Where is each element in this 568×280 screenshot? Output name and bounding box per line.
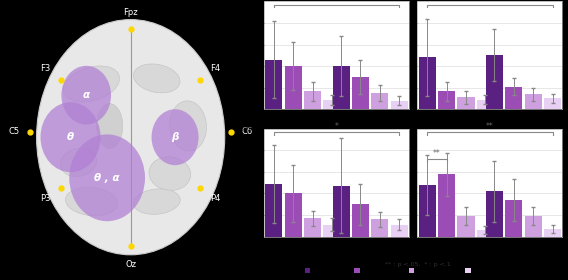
Bar: [457, 216, 474, 237]
Bar: [438, 91, 455, 109]
Bar: [506, 87, 523, 109]
Bar: [332, 186, 349, 237]
Bar: [544, 98, 561, 109]
Text: P4: P4: [210, 194, 221, 203]
Text: F4: F4: [211, 64, 220, 73]
Bar: [477, 230, 494, 237]
Text: *: *: [335, 122, 339, 131]
Ellipse shape: [61, 66, 111, 125]
X-axis label: C5: C5: [329, 122, 344, 132]
Bar: [419, 185, 436, 237]
Bar: [352, 204, 369, 237]
X-axis label: C6: C6: [483, 122, 497, 132]
Bar: [304, 91, 321, 109]
Bar: [525, 216, 542, 237]
Text: **: **: [433, 149, 441, 158]
Text: θ: θ: [67, 132, 74, 142]
Ellipse shape: [60, 148, 97, 177]
Text: *: *: [488, 0, 492, 4]
Bar: [525, 94, 542, 109]
Bar: [486, 191, 503, 237]
Bar: [285, 66, 302, 109]
Bar: [324, 225, 341, 237]
Text: θ , α: θ , α: [94, 173, 120, 183]
Ellipse shape: [40, 102, 101, 172]
Ellipse shape: [133, 189, 180, 214]
Bar: [391, 101, 408, 109]
Ellipse shape: [149, 157, 191, 190]
Bar: [304, 218, 321, 237]
Ellipse shape: [69, 134, 145, 221]
Ellipse shape: [97, 104, 123, 148]
Text: ** : p <.05,  * : p <.1: ** : p <.05, * : p <.1: [385, 262, 450, 267]
Bar: [265, 60, 282, 109]
X-axis label: P3: P3: [483, 250, 497, 260]
Ellipse shape: [64, 66, 119, 102]
Bar: [477, 100, 494, 109]
Bar: [506, 200, 523, 237]
Text: α: α: [83, 90, 90, 100]
Bar: [352, 77, 369, 109]
Bar: [544, 229, 561, 237]
Legend: theta (4-8Hz), alpha (8-12Hz), beta  (12-30Hz), gamma1 (30-40Hz): theta (4-8Hz), alpha (8-12Hz), beta (12-…: [302, 266, 533, 276]
Bar: [265, 184, 282, 237]
Bar: [285, 193, 302, 237]
Ellipse shape: [36, 20, 225, 255]
Ellipse shape: [152, 109, 199, 165]
Text: β: β: [172, 132, 179, 142]
Bar: [371, 219, 389, 237]
Bar: [419, 57, 436, 109]
Bar: [371, 93, 389, 109]
Bar: [457, 97, 474, 109]
Text: **: **: [333, 0, 340, 4]
Text: **: **: [486, 122, 494, 131]
Ellipse shape: [170, 101, 206, 151]
Text: F3: F3: [40, 64, 51, 73]
Bar: [332, 66, 349, 109]
Text: Fpz: Fpz: [123, 8, 138, 17]
Text: C5: C5: [9, 127, 20, 136]
Ellipse shape: [65, 187, 118, 216]
Text: P3: P3: [40, 194, 51, 203]
Text: Oz: Oz: [125, 260, 136, 269]
Bar: [324, 100, 341, 109]
X-axis label: F3: F3: [330, 250, 343, 260]
Ellipse shape: [133, 64, 180, 93]
Bar: [438, 174, 455, 237]
Text: C6: C6: [241, 127, 253, 136]
Bar: [391, 225, 408, 237]
Bar: [486, 55, 503, 109]
